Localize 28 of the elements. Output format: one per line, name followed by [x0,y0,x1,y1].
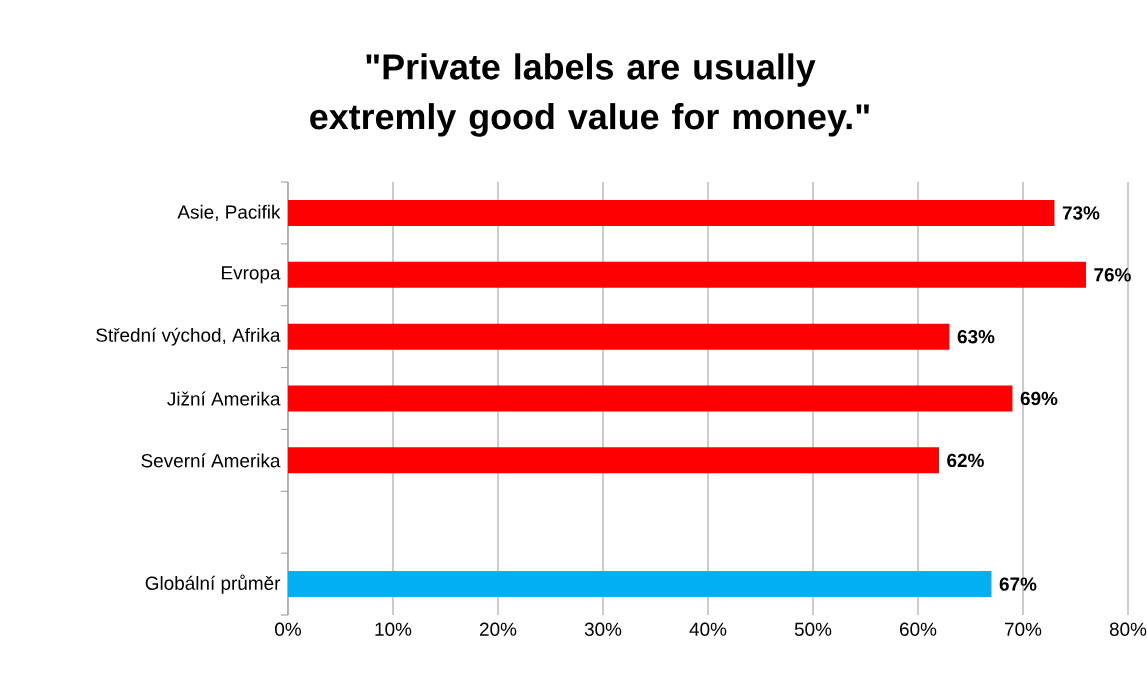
x-tick-label: 20% [480,622,517,636]
data-label: 67% [999,577,1037,591]
x-tick-label: 10% [375,622,412,636]
y-tick-label: Globální průměr [145,574,281,594]
chart-title: "Private labels are usually extremly good value for money." [310,53,869,137]
bar [288,261,1086,288]
x-tick-label: 50% [794,622,832,636]
bar [288,323,950,350]
data-label: 76% [1094,268,1131,282]
data-label: 69% [1020,391,1058,406]
bar [288,447,939,474]
x-tick-label: 0% [275,622,301,636]
y-tick-label: Jižní Amerika [167,391,281,406]
data-label: 63% [957,329,995,344]
bar [288,385,1013,412]
data-label: 73% [1062,206,1100,220]
data-label: 62% [947,453,984,468]
bar [288,571,992,598]
y-tick-label: Asie, Pacifik [177,204,281,222]
bar [288,199,1055,226]
x-tick-label: 60% [900,622,937,636]
x-tick-label: 70% [1005,622,1042,636]
y-tick-label: Evropa [222,266,281,284]
y-tick-label: Severní Amerika [141,453,281,468]
y-tick-label: Střední východ, Afrika [96,327,281,346]
x-tick-label: 40% [689,622,727,636]
x-tick-label: 30% [584,622,622,636]
x-tick-label: 80% [1109,622,1147,636]
